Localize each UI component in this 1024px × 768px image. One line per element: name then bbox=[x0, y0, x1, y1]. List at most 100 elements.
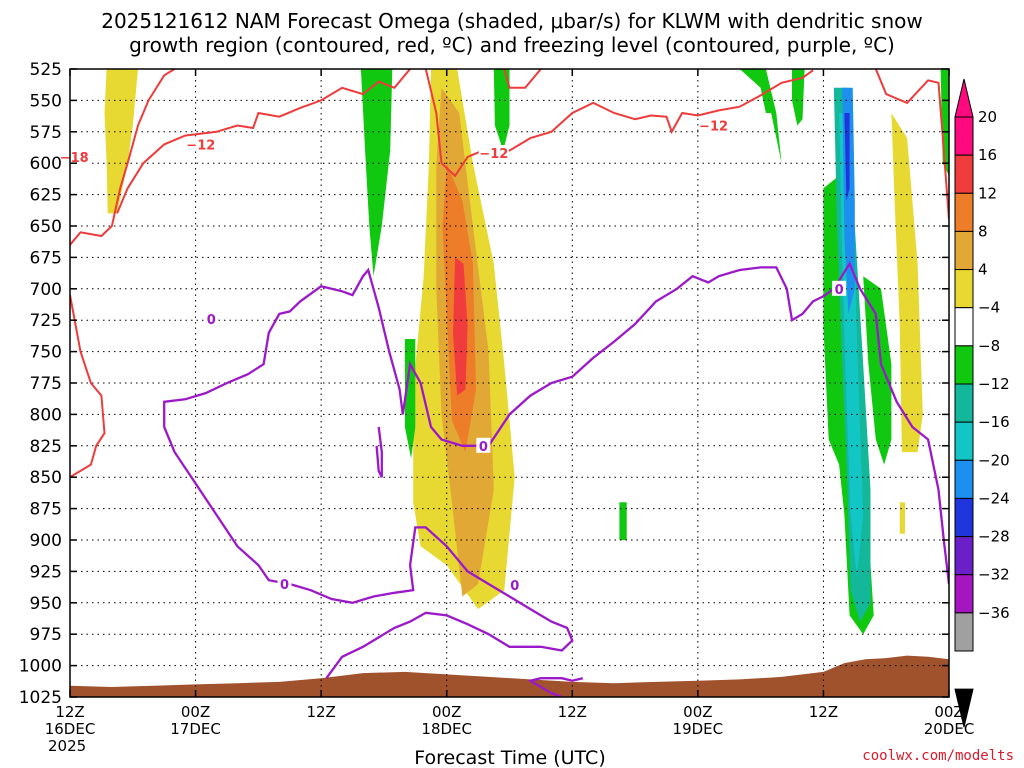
red-contour-line bbox=[503, 69, 542, 89]
red-contour-line bbox=[116, 69, 411, 214]
red-contour-line bbox=[424, 69, 814, 178]
red-contour-line bbox=[874, 69, 949, 220]
red-contour-label-bg bbox=[478, 145, 509, 161]
purple-contour-label: 0 bbox=[835, 283, 844, 298]
colorbar-label: 12 bbox=[978, 184, 997, 202]
omega-region bbox=[104, 69, 138, 214]
colorbar-swatch bbox=[954, 345, 974, 385]
x-tick-label: 00Z bbox=[934, 703, 963, 721]
colorbar-swatch bbox=[954, 421, 974, 461]
colorbar-swatch bbox=[954, 574, 974, 614]
colorbar-label: 4 bbox=[978, 261, 988, 279]
contour-labels: −18 −12 −12 −12 0 0 0 0 0 bbox=[59, 117, 847, 594]
purple-contour-label: 0 bbox=[207, 313, 216, 328]
y-tick-label: 1025 bbox=[19, 688, 62, 708]
y-tick-label: 950 bbox=[30, 594, 62, 614]
colorbar-swatch bbox=[954, 307, 974, 347]
red-contour-label-bg bbox=[185, 136, 216, 152]
y-tick-label: 875 bbox=[30, 500, 62, 520]
y-tick-label: 825 bbox=[30, 437, 62, 457]
y-tick-label: 800 bbox=[30, 405, 62, 425]
colorbar-label: −28 bbox=[978, 528, 1010, 546]
y-tick-label: 700 bbox=[30, 280, 62, 300]
red-contour-label: −18 bbox=[60, 151, 89, 166]
x-tick-label: 20DEC bbox=[924, 720, 975, 738]
colorbar-swatch bbox=[954, 612, 974, 652]
purple-contour-label-bg bbox=[277, 575, 292, 591]
chart-title-line-2: growth region (contoured, red, ºC) and f… bbox=[129, 33, 895, 57]
x-tick-label: 00Z bbox=[683, 703, 712, 721]
colorbar-swatch bbox=[954, 497, 974, 538]
x-tick-label: 00Z bbox=[181, 703, 210, 721]
purple-contour-label-bg bbox=[832, 280, 847, 296]
y-tick-label: 750 bbox=[30, 343, 62, 363]
x-tick-label: 12Z bbox=[306, 703, 335, 721]
colorbar-swatch bbox=[954, 192, 974, 232]
colorbar-swatch bbox=[954, 269, 974, 309]
y-tick-label: 925 bbox=[30, 562, 62, 582]
purple-contour-line bbox=[375, 426, 383, 478]
x-tick-label: 17DEC bbox=[170, 720, 221, 738]
colorbar-label: −16 bbox=[978, 413, 1010, 431]
x-tick-label: 00Z bbox=[432, 703, 461, 721]
colorbar-label: 16 bbox=[978, 146, 997, 164]
y-tick-label: 675 bbox=[30, 248, 62, 268]
omega-region bbox=[619, 502, 627, 540]
omega-region bbox=[863, 276, 892, 465]
omega-region bbox=[844, 113, 850, 201]
omega-region bbox=[891, 113, 923, 453]
omega-region bbox=[453, 257, 468, 396]
colorbar-swatch bbox=[954, 459, 974, 499]
y-tick-label: 550 bbox=[30, 91, 62, 111]
colorbar-swatch bbox=[954, 116, 974, 156]
purple-contour-label: 0 bbox=[280, 578, 289, 593]
omega-region bbox=[739, 69, 782, 164]
x-tick-label: 16DEC bbox=[45, 720, 96, 738]
chart-title-line-1: 2025121612 NAM Forecast Omega (shaded, μ… bbox=[101, 9, 923, 33]
y-tick-label: 1000 bbox=[19, 657, 62, 677]
colorbar-swatch bbox=[954, 536, 974, 576]
y-tick-label: 600 bbox=[30, 154, 62, 174]
colorbar-label: 8 bbox=[978, 222, 988, 240]
y-axis-pressure-ticks: 525 550 575 600 625 650 675 700 725 750 775 800 825 8… bbox=[19, 60, 949, 708]
y-tick-label: 650 bbox=[30, 217, 62, 237]
red-contour-label-bg bbox=[698, 117, 729, 133]
freezing-level-contours bbox=[163, 261, 949, 697]
omega-region bbox=[899, 502, 905, 534]
x-tick-label: 19DEC bbox=[673, 720, 724, 738]
y-tick-label: 725 bbox=[30, 311, 62, 331]
purple-contour-label-bg bbox=[507, 577, 522, 593]
colorbar-label: −32 bbox=[978, 566, 1010, 584]
colorbar: 20 16 12 8 4 −4 −8 −12 −16 −20 −24 −28 −32 −36 bbox=[954, 78, 1010, 728]
red-contour-label: −12 bbox=[479, 147, 508, 162]
colorbar-swatch bbox=[954, 154, 974, 194]
omega-shading-layer bbox=[104, 69, 949, 635]
red-contour-line bbox=[70, 294, 106, 479]
y-tick-label: 850 bbox=[30, 468, 62, 488]
red-contour-label: −12 bbox=[186, 138, 215, 153]
red-contour-label: −12 bbox=[699, 120, 728, 135]
purple-contour-label: 0 bbox=[479, 440, 488, 455]
plot-frame bbox=[69, 68, 950, 698]
x-tick-label: 12Z bbox=[558, 703, 587, 721]
colorbar-swatch bbox=[954, 383, 974, 423]
colorbar-swatch bbox=[954, 230, 974, 271]
red-contour-line bbox=[70, 69, 176, 246]
red-contour-label-bg bbox=[59, 148, 90, 164]
colorbar-label: −4 bbox=[978, 299, 1000, 317]
omega-region bbox=[493, 69, 510, 151]
y-tick-label: 625 bbox=[30, 186, 62, 206]
dendritic-growth-contours bbox=[70, 69, 949, 479]
purple-contour-label-bg bbox=[204, 310, 219, 326]
terrain-layer bbox=[70, 655, 949, 697]
purple-contour-line bbox=[527, 677, 584, 697]
colorbar-label: −8 bbox=[978, 337, 1000, 355]
x-tick-label: 2025 bbox=[48, 737, 86, 755]
colorbar-label: 20 bbox=[978, 108, 997, 126]
colorbar-bottom-arrow bbox=[954, 688, 974, 728]
y-tick-label: 525 bbox=[30, 60, 62, 80]
y-tick-label: 575 bbox=[30, 123, 62, 143]
colorbar-label: −36 bbox=[978, 604, 1010, 622]
